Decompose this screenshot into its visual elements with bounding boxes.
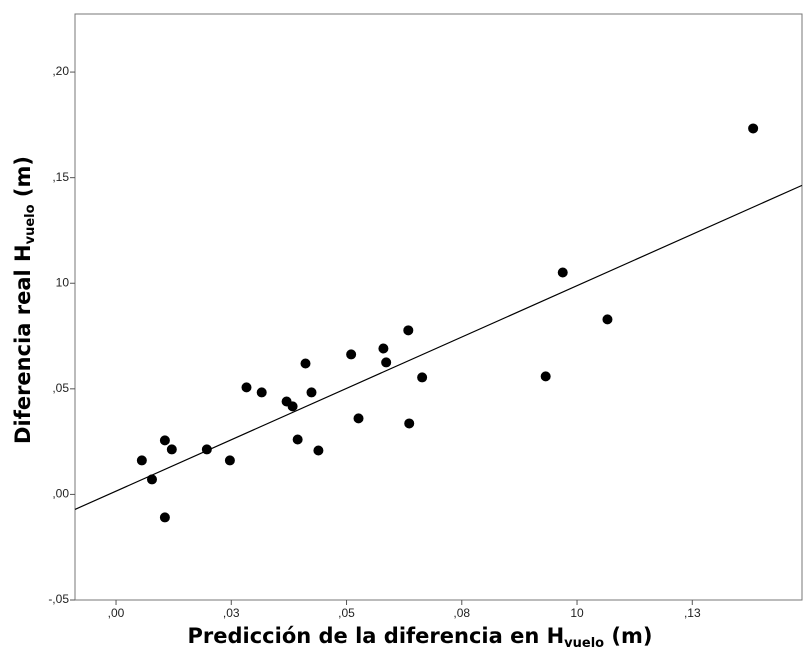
point xyxy=(417,372,428,383)
point xyxy=(287,401,298,412)
point xyxy=(159,512,170,523)
point xyxy=(557,267,568,278)
x-label-sub: vuelo xyxy=(564,636,604,651)
point xyxy=(381,357,392,368)
point xyxy=(403,325,414,336)
y-label-sub: vuelo xyxy=(23,204,38,244)
x-label-unit: (m) xyxy=(604,624,652,648)
point xyxy=(300,358,311,369)
point xyxy=(224,455,235,466)
x-tick-label: ,00 xyxy=(108,606,125,620)
point xyxy=(256,387,267,398)
point xyxy=(346,349,357,360)
plot-frame xyxy=(74,13,803,601)
y-tick-label: ,00 xyxy=(52,487,69,501)
point xyxy=(201,444,212,455)
x-tick-label: 10 xyxy=(570,606,584,620)
y-tick-label: ,05 xyxy=(52,381,69,395)
x-tick-label: ,03 xyxy=(223,606,240,620)
fit-line xyxy=(74,184,803,510)
y-axis-label: Diferencia real Hvuelo (m) xyxy=(11,156,38,444)
x-label-main: Predicción de la diferencia en H xyxy=(188,624,565,648)
point xyxy=(404,418,415,429)
x-tick-label: ,08 xyxy=(453,606,470,620)
y-tick-label: -,05 xyxy=(48,592,69,606)
y-tick-label: 10 xyxy=(56,275,70,289)
point xyxy=(146,474,157,485)
point xyxy=(136,455,147,466)
x-tick-label: ,05 xyxy=(338,606,355,620)
point xyxy=(602,314,613,325)
y-label-unit: (m) xyxy=(11,156,35,204)
point xyxy=(306,387,317,398)
point xyxy=(378,343,389,354)
point xyxy=(313,445,324,456)
y-tick-label: ,15 xyxy=(52,170,69,184)
point xyxy=(292,434,303,445)
point xyxy=(159,435,170,446)
point xyxy=(353,413,364,424)
point xyxy=(540,371,551,382)
point xyxy=(166,444,177,455)
y-label-main: Diferencia real H xyxy=(11,244,35,444)
x-axis-label: Predicción de la diferencia en Hvuelo (m… xyxy=(188,624,653,651)
x-tick-label: ,13 xyxy=(684,606,701,620)
y-tick-label: ,20 xyxy=(52,64,69,78)
point xyxy=(748,123,759,134)
point xyxy=(241,382,252,393)
